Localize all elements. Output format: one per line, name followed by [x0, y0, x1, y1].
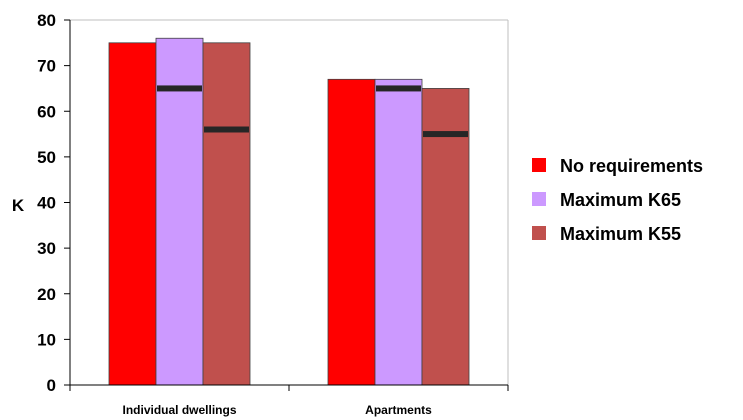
legend-swatch — [532, 192, 546, 206]
legend-label: No requirements — [560, 156, 703, 176]
bar-marker-line — [376, 85, 421, 92]
x-category-label: Individual dwellings — [122, 403, 236, 417]
legend-swatch — [532, 226, 546, 240]
x-axis: Individual dwellings Apartments — [69, 384, 509, 417]
legend-label: Maximum K55 — [560, 224, 681, 244]
y-tick-label: 20 — [37, 285, 56, 304]
y-tick-label: 50 — [37, 148, 56, 167]
bar — [202, 42, 251, 386]
y-tick-label: 10 — [37, 330, 56, 349]
y-axis-label: K — [12, 196, 25, 215]
legend-swatch — [532, 158, 546, 172]
legend-label: Maximum K65 — [560, 190, 681, 210]
bar-marker-line — [423, 131, 468, 138]
bar — [421, 88, 470, 386]
marker-lines — [157, 85, 468, 138]
y-tick-label: 30 — [37, 239, 56, 258]
bar-marker-line — [204, 126, 249, 133]
y-tick-label: 60 — [37, 102, 56, 121]
bar — [155, 37, 204, 386]
plot-area — [70, 19, 509, 385]
y-tick-label: 40 — [37, 194, 56, 213]
y-tick-label: 0 — [47, 376, 56, 395]
y-tick-label: 70 — [37, 57, 56, 76]
y-axis: 0 10 20 30 40 50 60 70 80 — [37, 11, 71, 395]
y-tick-label: 80 — [37, 11, 56, 30]
bar — [108, 42, 157, 386]
x-category-label: Apartments — [365, 403, 432, 417]
bar-marker-line — [157, 85, 202, 92]
legend: No requirements Maximum K65 Maximum K55 — [532, 156, 703, 244]
bar — [327, 78, 376, 386]
bar — [374, 78, 423, 386]
bars — [108, 37, 470, 386]
